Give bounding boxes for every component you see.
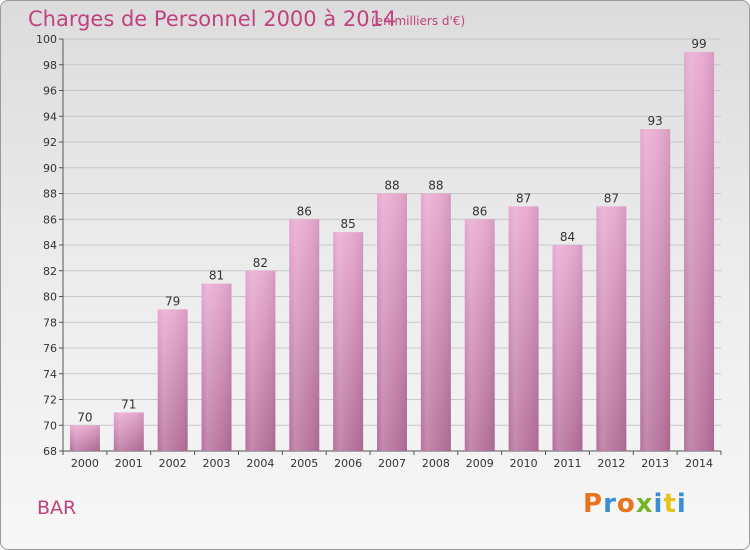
y-tick-label: 76 (43, 342, 57, 355)
bar-value-label: 84 (560, 230, 575, 244)
x-tick-label: 2010 (510, 457, 538, 470)
bar-highlight (684, 51, 715, 451)
bar-value-label: 99 (691, 37, 706, 51)
y-tick-label: 100 (36, 33, 57, 46)
proxiti-logo[interactable]: Proxiti (583, 489, 687, 519)
bar-value-label: 85 (340, 217, 355, 231)
bar-value-label: 70 (77, 410, 92, 424)
bar-highlight (464, 219, 495, 451)
x-tick-label: 2014 (685, 457, 713, 470)
x-tick-label: 2002 (159, 457, 187, 470)
chart-title: Charges de Personnel 2000 à 2014 (28, 7, 397, 31)
bar-highlight (157, 309, 188, 451)
y-tick-label: 98 (43, 59, 57, 72)
x-tick-label: 2009 (466, 457, 494, 470)
bars (69, 51, 715, 451)
x-tick-label: 2011 (553, 457, 581, 470)
bar-highlight (201, 283, 232, 451)
bar-highlight (333, 232, 364, 451)
logo-letter: r (603, 489, 617, 519)
bar-highlight (69, 425, 100, 451)
bar-value-label: 87 (604, 191, 619, 205)
y-tick-label: 96 (43, 85, 57, 98)
logo-letter: t (663, 489, 677, 519)
bar-highlight (289, 219, 320, 451)
bar-highlight (508, 206, 539, 451)
bar-value-label: 88 (384, 179, 399, 193)
logo-letter: i (676, 489, 687, 519)
bar-highlight (245, 270, 276, 451)
x-tick-label: 2004 (246, 457, 274, 470)
bar-highlight (113, 412, 144, 451)
x-tick-label: 2001 (115, 457, 143, 470)
bar-value-label: 82 (253, 256, 268, 270)
y-tick-label: 82 (43, 265, 57, 278)
y-tick-label: 94 (43, 110, 57, 123)
commune-name: BAR (37, 497, 77, 519)
x-tick-label: 2005 (290, 457, 318, 470)
y-tick-label: 70 (43, 419, 57, 432)
bar-value-label: 81 (209, 269, 224, 283)
logo-letter: P (583, 489, 604, 519)
y-tick-label: 84 (43, 239, 57, 252)
x-tick-label: 2012 (597, 457, 625, 470)
bar-value-label: 86 (297, 204, 312, 218)
y-tick-label: 90 (43, 162, 57, 175)
logo-letter: i (653, 489, 664, 519)
x-tick-label: 2007 (378, 457, 406, 470)
x-tick-label: 2008 (422, 457, 450, 470)
x-tick-label: 2013 (641, 457, 669, 470)
y-tick-label: 86 (43, 213, 57, 226)
bar-highlight (552, 245, 583, 451)
bar-highlight (377, 193, 407, 451)
bar-value-label: 93 (648, 114, 663, 128)
y-tick-label: 88 (43, 188, 57, 201)
y-tick-label: 72 (43, 394, 57, 407)
bar-value-label: 86 (472, 204, 487, 218)
y-tick-label: 92 (43, 136, 57, 149)
x-tick-label: 2006 (334, 457, 362, 470)
bar-highlight (420, 193, 451, 451)
bar-highlight (596, 206, 627, 451)
chart-subtitle: (en milliers d'€) (371, 14, 466, 28)
bar-value-label: 88 (428, 179, 443, 193)
logo-letter: o (616, 489, 636, 519)
y-tick-label: 68 (43, 445, 57, 458)
labels: 68 70 72 74 76 78 80 82 84 86 88 90 92 94 96 98 100 70 200… (36, 33, 713, 470)
y-tick-label: 78 (43, 316, 57, 329)
bar-value-label: 87 (516, 191, 531, 205)
bar-value-label: 79 (165, 294, 180, 308)
bar-highlight (640, 129, 671, 451)
x-tick-label: 2003 (203, 457, 231, 470)
y-tick-label: 80 (43, 291, 57, 304)
logo-letter: x (635, 489, 654, 519)
x-tick-label: 2000 (71, 457, 99, 470)
y-tick-label: 74 (43, 368, 57, 381)
bar-value-label: 71 (121, 397, 136, 411)
